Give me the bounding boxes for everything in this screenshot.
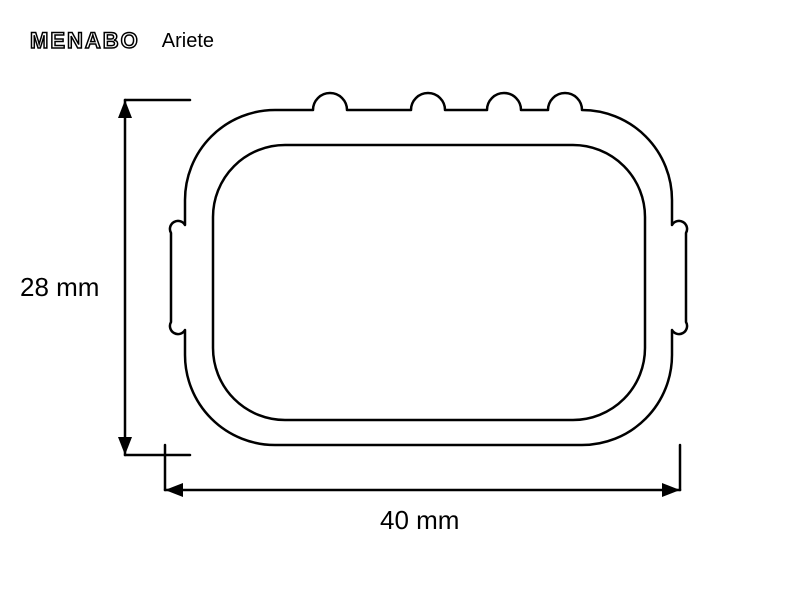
cross-section-diagram — [0, 0, 800, 600]
